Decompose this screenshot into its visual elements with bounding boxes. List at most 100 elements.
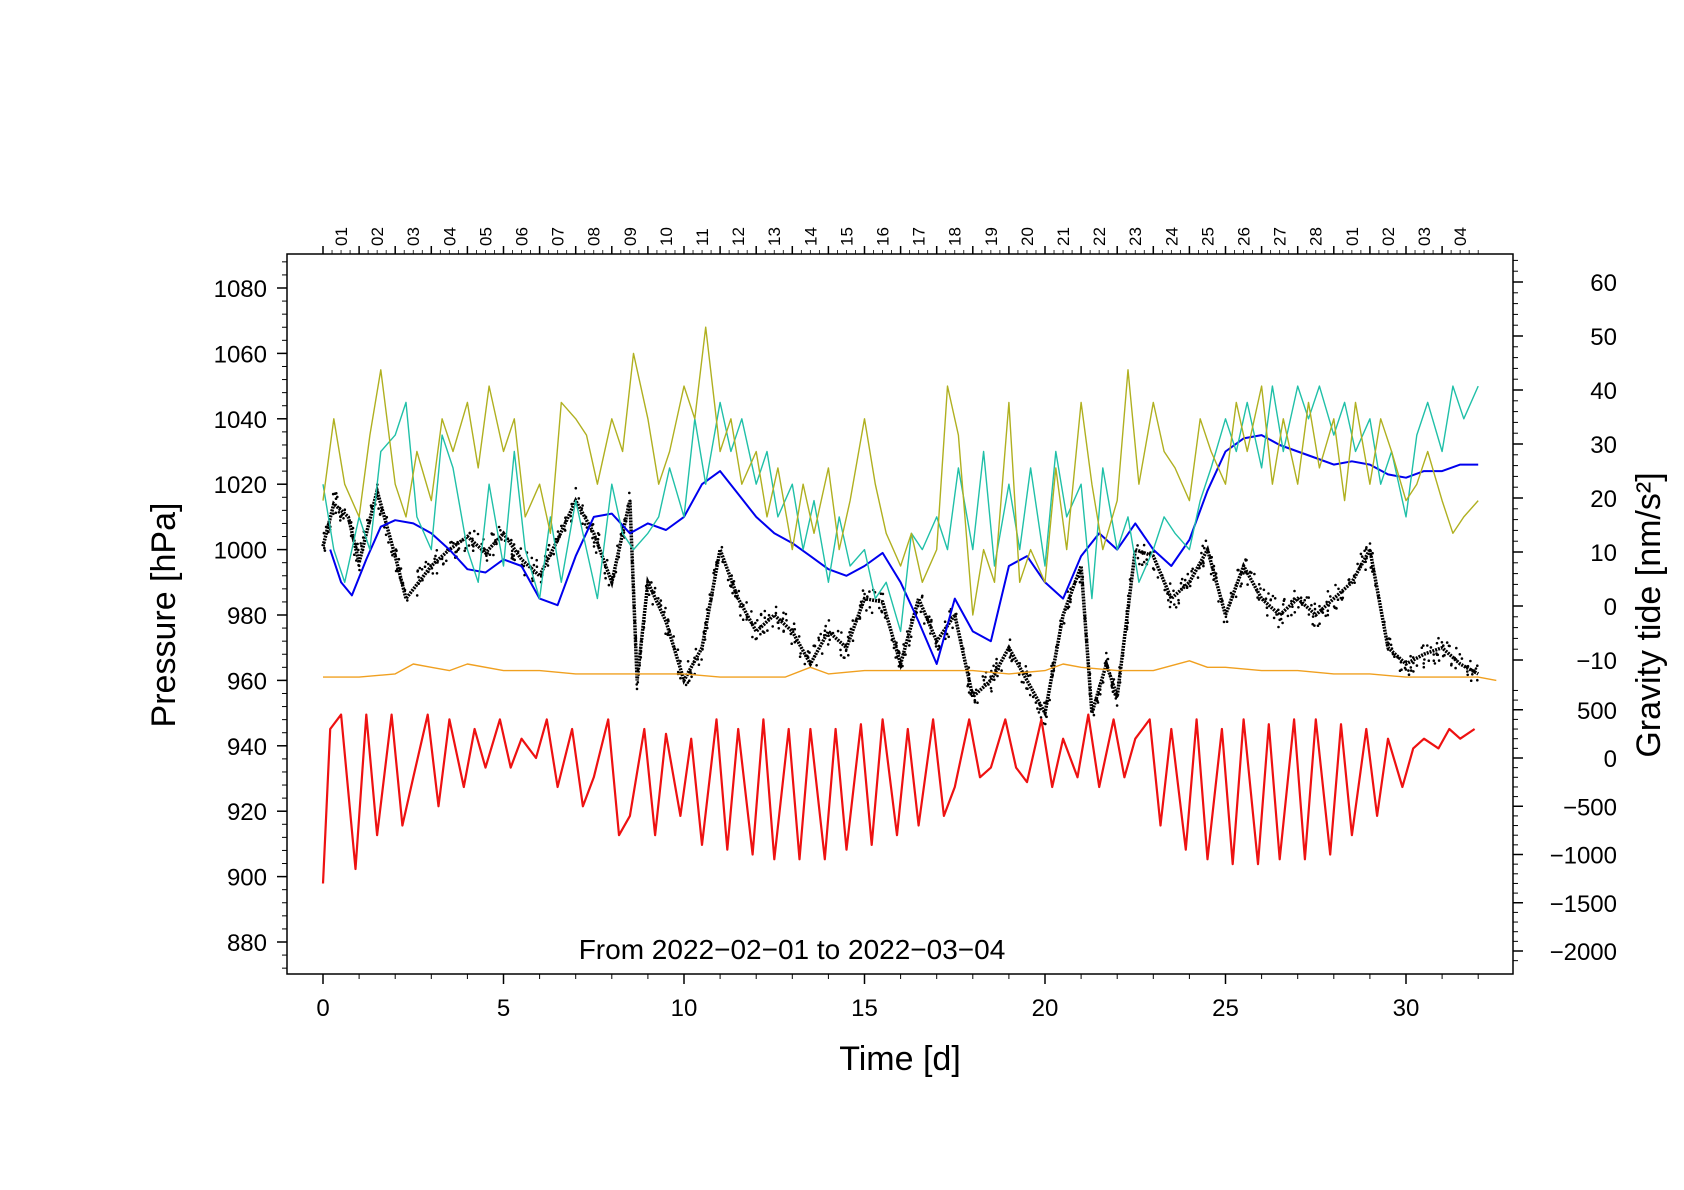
pressure-point [1411, 656, 1415, 659]
pressure-point [1081, 575, 1085, 579]
pressure-point [468, 531, 472, 535]
pressure-point [1083, 616, 1087, 619]
pressure-point [1052, 669, 1056, 672]
pressure-point [1466, 664, 1470, 668]
pressure-point [591, 536, 594, 540]
pressure-point [1253, 572, 1256, 576]
pressure-point [1337, 587, 1340, 591]
pressure-point [570, 502, 573, 506]
pressure-point [1409, 669, 1413, 672]
pressure-point [710, 598, 713, 602]
y-right-lower-tick-label: −2000 [1550, 939, 1617, 966]
pressure-point [530, 556, 534, 560]
pressure-point [890, 638, 894, 642]
pressure-point [826, 643, 830, 646]
pressure-point [851, 639, 855, 642]
pressure-point [1045, 702, 1049, 705]
pressure-point [1186, 572, 1190, 576]
pressure-point [1471, 673, 1474, 676]
pressure-point [988, 679, 991, 682]
pressure-point [1472, 670, 1476, 673]
pressure-point [623, 518, 626, 521]
pressure-point [1356, 562, 1359, 566]
pressure-point [510, 549, 514, 553]
pressure-point [1325, 600, 1328, 604]
pressure-point [1139, 551, 1143, 554]
y-right-lower-tick-label: −1000 [1550, 843, 1617, 870]
pressure-point [1062, 622, 1066, 625]
pressure-point [1103, 662, 1107, 665]
pressure-point [500, 538, 503, 541]
pressure-point [1389, 643, 1393, 647]
pressure-point [954, 613, 957, 616]
pressure-point [1368, 542, 1372, 545]
pressure-point [1293, 589, 1296, 593]
pressure-point [547, 543, 551, 547]
pressure-point [1269, 598, 1272, 602]
pressure-point [502, 532, 505, 535]
pressure-point [355, 559, 358, 562]
pressure-point [1029, 673, 1032, 677]
pressure-point [396, 569, 400, 573]
pressure-point [1240, 582, 1243, 585]
pressure-point [658, 601, 661, 605]
pressure-point [1371, 570, 1374, 573]
pressure-point [1177, 598, 1180, 602]
pressure-point [1372, 573, 1376, 576]
pressure-point [1125, 628, 1129, 631]
pressure-point [1246, 583, 1249, 586]
pressure-point [1180, 577, 1184, 581]
pressure-point [1277, 608, 1280, 612]
pressure-point [1086, 662, 1090, 665]
pressure-point [973, 698, 977, 702]
pressure-point [1426, 644, 1429, 647]
pressure-point [1393, 655, 1396, 658]
pressure-point [827, 634, 830, 637]
pressure-point [1188, 584, 1192, 588]
pressure-point [581, 504, 584, 507]
pressure-point [904, 653, 907, 656]
pressure-point [486, 552, 490, 555]
pressure-point [1236, 568, 1239, 572]
x-tick-label: 30 [1393, 995, 1420, 1022]
series-line [323, 660, 1497, 682]
pressure-point [897, 664, 901, 668]
pressure-point [1180, 587, 1183, 591]
pressure-point [996, 674, 999, 678]
pressure-point [730, 574, 733, 577]
pressure-point [1360, 555, 1364, 558]
pressure-point [1422, 662, 1425, 665]
pressure-point [902, 643, 905, 646]
pressure-point [831, 631, 835, 635]
pressure-point [1469, 659, 1472, 663]
pressure-point [1044, 722, 1047, 726]
pressure-point [635, 683, 638, 686]
pressure-point [1277, 625, 1280, 629]
pressure-point [1166, 592, 1169, 595]
pressure-point [1432, 659, 1436, 662]
pressure-point [1326, 613, 1330, 617]
pressure-point [763, 609, 767, 613]
y-right-upper-tick-label: 30 [1590, 432, 1617, 459]
pressure-point [983, 682, 986, 686]
y-right-lower-tick-label: 0 [1604, 746, 1617, 773]
pressure-point [823, 629, 827, 632]
pressure-point [434, 554, 437, 558]
pressure-point [870, 611, 874, 615]
pressure-point [377, 497, 380, 501]
pressure-point [880, 610, 884, 614]
pressure-point [1008, 656, 1012, 659]
pressure-point [387, 541, 390, 544]
pressure-point [632, 591, 636, 595]
pressure-point [643, 620, 646, 623]
pressure-point [1173, 603, 1176, 606]
pressure-point [337, 511, 341, 514]
pressure-point [401, 583, 404, 586]
pressure-point [1140, 563, 1144, 566]
pressure-point [895, 644, 898, 647]
top-day-label: 05 [476, 227, 495, 246]
pressure-point [673, 647, 676, 650]
pressure-point [592, 541, 596, 544]
pressure-point [1051, 674, 1054, 677]
pressure-point [1167, 598, 1170, 602]
